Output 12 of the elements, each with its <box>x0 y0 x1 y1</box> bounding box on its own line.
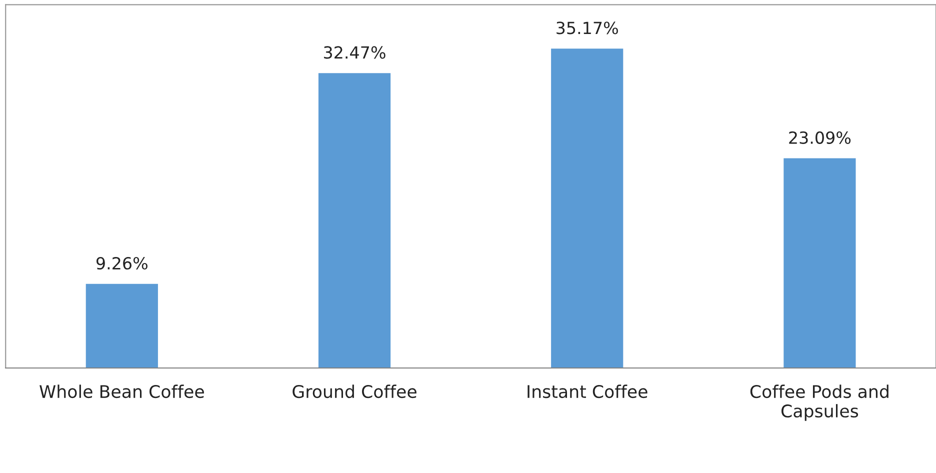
bar <box>551 48 624 368</box>
data-label: 23.09% <box>789 131 851 144</box>
data-label: 35.17% <box>556 22 618 34</box>
data-label: 9.26% <box>96 256 148 270</box>
data-label: 32.47% <box>324 46 386 59</box>
x-tick-label: Ground Coffee <box>292 384 416 398</box>
bar <box>318 73 391 368</box>
x-tick-label: Instant Coffee <box>528 384 648 398</box>
x-tick-label: Whole Bean Coffee <box>40 384 204 398</box>
bar <box>784 158 856 368</box>
x-tick-label: Coffee Pods and Capsules <box>750 384 888 421</box>
bar <box>86 284 158 368</box>
